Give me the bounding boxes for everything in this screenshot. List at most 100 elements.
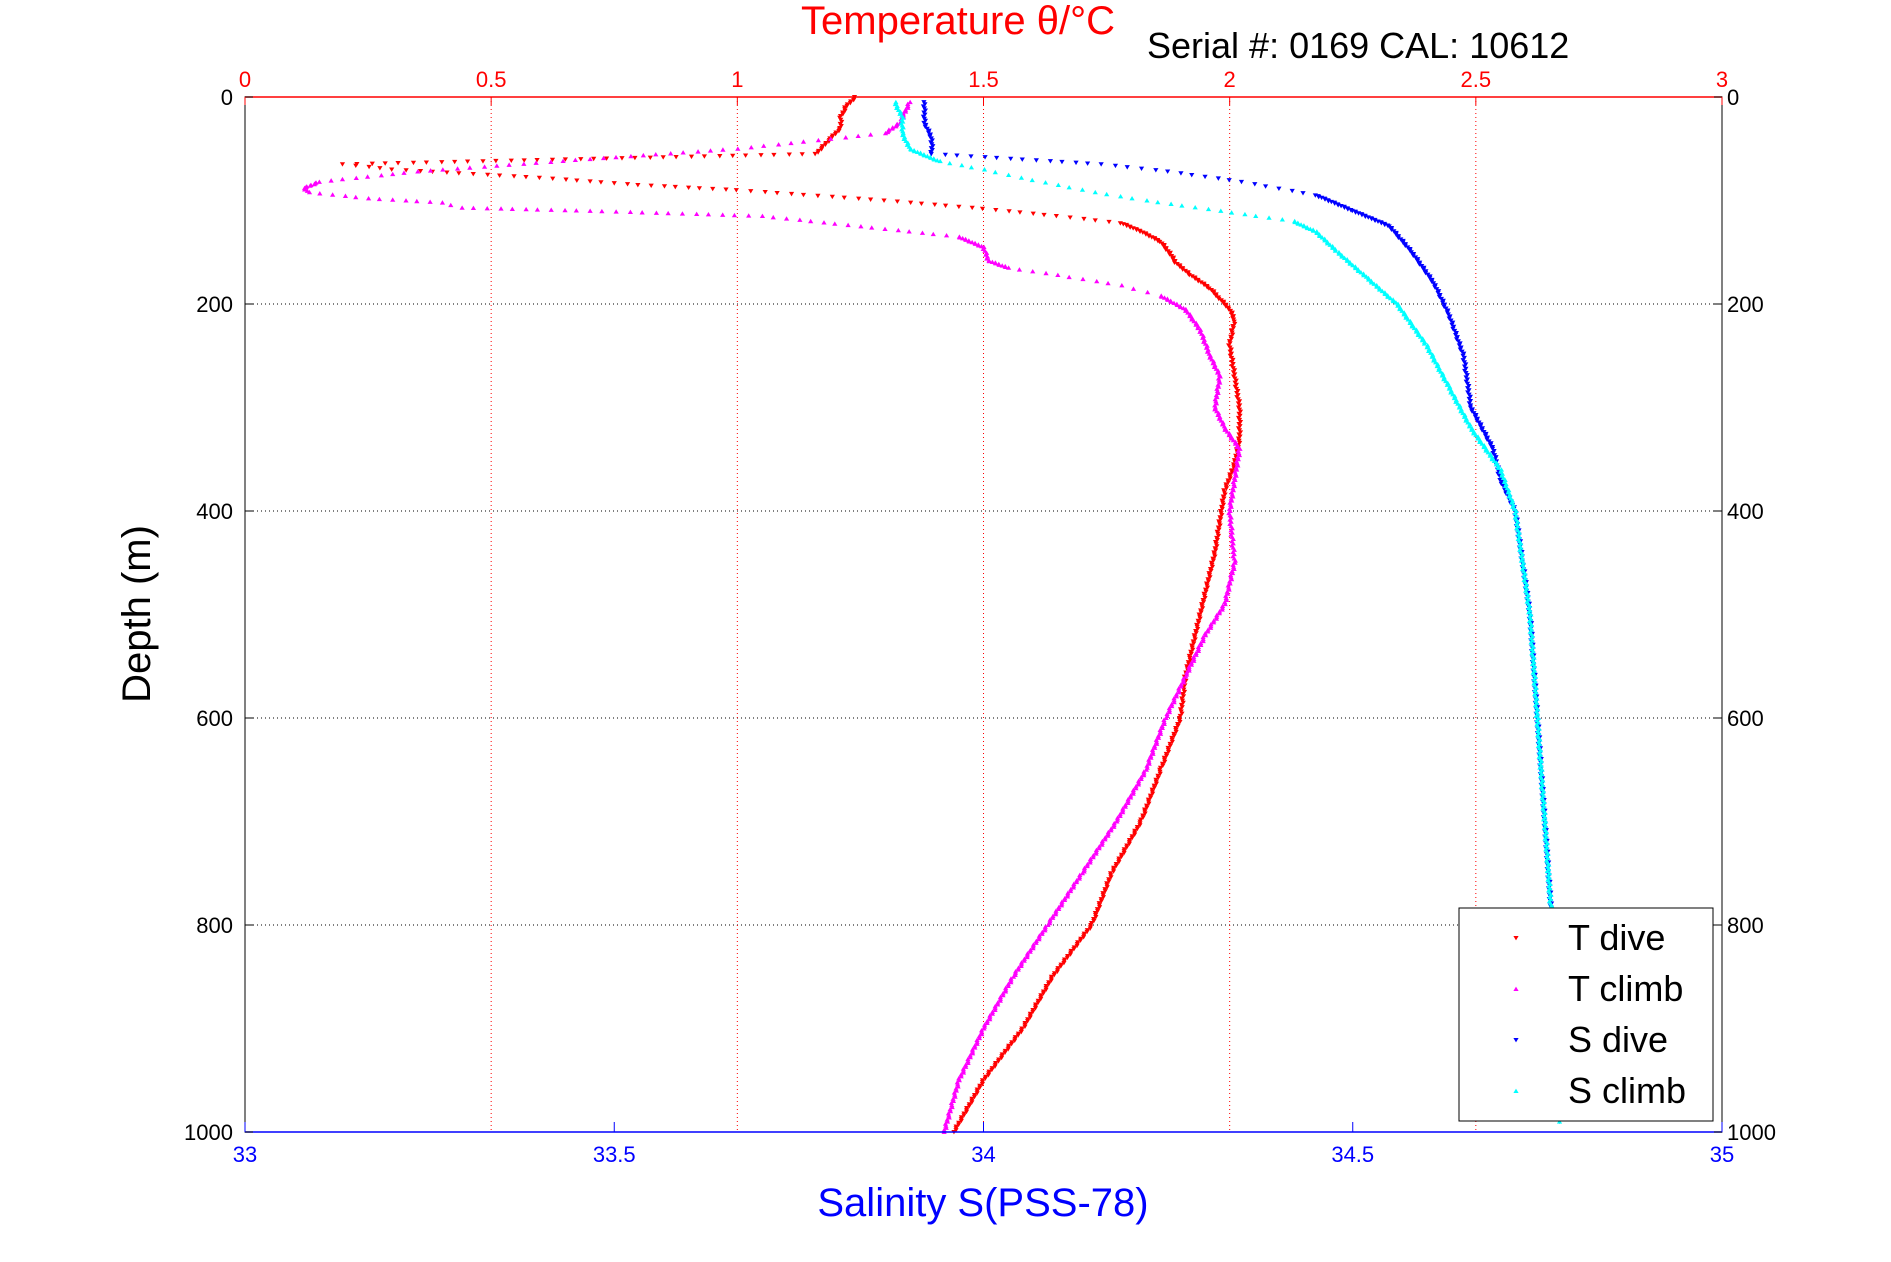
data-point [1155,733,1161,738]
data-point [1102,836,1108,842]
data-point [1038,996,1044,1002]
data-point [1105,280,1111,286]
data-point [1033,940,1039,945]
data-point [963,237,969,242]
data-point [1469,427,1475,432]
data-point [918,151,924,156]
data-point [932,202,938,208]
data-point [836,129,842,134]
data-point [1220,301,1227,306]
data-point [1195,648,1202,653]
data-point [1035,1000,1041,1006]
data-point [548,207,554,212]
data-point [952,1094,958,1099]
data-point [1201,282,1207,288]
data-point [1149,747,1156,752]
data-point [956,204,962,210]
data-point [1215,176,1221,181]
data-point [401,170,407,175]
data-point [776,142,782,147]
data-point [660,155,666,160]
data-point [1202,630,1208,636]
data-point [1148,753,1154,758]
data-point [1533,713,1539,718]
data-point [1055,182,1061,187]
data-point [956,1077,962,1083]
data-point [448,202,454,208]
data-point [1211,290,1217,296]
data-point [1222,601,1228,607]
data-point [815,150,821,155]
data-point [800,192,807,198]
data-point [627,209,633,215]
data-point [812,151,818,157]
data-point [985,1073,992,1078]
data-point [1176,689,1182,695]
data-point [1379,288,1385,294]
data-point [905,105,911,110]
data-point [1481,444,1487,450]
data-point [1228,436,1234,441]
data-point [1032,1006,1039,1011]
data-point [467,165,473,170]
data-point [1061,960,1067,966]
data-point [800,139,807,144]
data-point [1040,991,1047,996]
y-tick-label-right: 800 [1727,913,1764,938]
data-point [829,134,835,140]
data-point [632,155,638,161]
data-point [907,99,913,105]
data-point [1161,295,1168,300]
data-point [480,159,486,164]
data-point [868,197,874,202]
data-point [1135,782,1142,787]
data-point [1489,456,1495,462]
data-point [1138,166,1145,172]
data-point [389,167,395,172]
data-point [1222,599,1228,605]
data-point [365,196,372,201]
data-point [828,136,834,141]
data-point [942,1121,949,1126]
data-point [1129,836,1135,841]
data-point [1159,294,1165,299]
data-point [1110,869,1117,874]
x-top-tick-label: 3 [1716,67,1728,92]
data-point [882,226,888,231]
data-point [1289,188,1295,194]
data-point [1202,174,1208,180]
data-point [995,1002,1001,1007]
data-point [439,160,445,165]
data-point [979,206,986,212]
data-point [1169,703,1175,709]
data-point [851,97,857,103]
data-point [950,1098,957,1103]
data-point [1419,337,1426,343]
data-point [427,168,434,173]
data-point [869,225,875,230]
data-point [992,169,998,175]
data-point [342,193,349,198]
data-point [1161,721,1167,726]
data-point [992,1007,998,1013]
data-point [562,207,568,213]
data-point [1350,262,1356,268]
data-point [1304,225,1311,231]
data-point [1310,228,1317,233]
data-point [1382,291,1388,296]
data-point [1213,616,1220,621]
data-point [969,239,975,245]
data-point [982,155,988,160]
data-point [1231,564,1237,569]
data-point [1518,558,1524,563]
data-point [560,158,566,164]
data-point [968,154,974,159]
data-point [960,1070,967,1075]
data-point [1159,725,1165,730]
data-point [1132,832,1138,837]
data-point [1124,165,1130,170]
data-point [981,1026,987,1031]
data-point [1012,1038,1018,1043]
data-point [858,223,864,229]
data-point [762,190,768,195]
